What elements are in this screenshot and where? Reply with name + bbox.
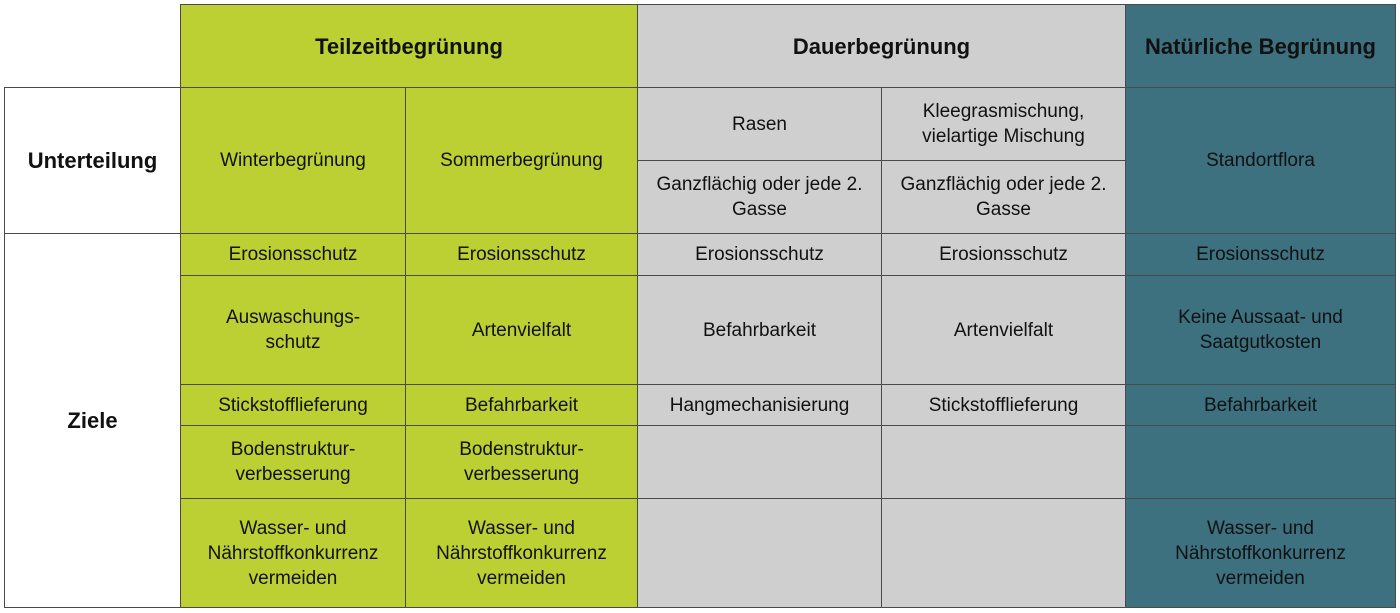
ziel-cell: Erosionsschutz [637, 233, 882, 276]
row-label-ziele: Ziele [4, 233, 181, 608]
row-label-unterteilung: Unterteilung [4, 87, 181, 234]
ziel-cell: Wasser- und Nährstoffkonkurrenz vermeide… [405, 498, 638, 608]
ziel-cell [637, 425, 882, 499]
ziel-cell: Auswaschungs-schutz [180, 275, 406, 385]
ziel-cell: Bodenstruktur-verbesserung [180, 425, 406, 499]
ziel-cell [881, 498, 1126, 608]
header-natuerlich: Natürliche Begrünung [1125, 4, 1396, 88]
ziel-cell: Wasser- und Nährstoffkonkurrenz vermeide… [1125, 498, 1396, 608]
begruenung-table: Teilzeitbegrünung Dauerbegrünung Natürli… [4, 4, 1396, 608]
cell-rasen-sub: Ganzflächig oder jede 2. Gasse [637, 160, 882, 234]
ziel-cell: Befahrbarkeit [1125, 384, 1396, 426]
ziel-cell: Wasser- und Nährstoffkonkurrenz vermeide… [180, 498, 406, 608]
ziel-cell: Befahrbarkeit [405, 384, 638, 426]
ziel-cell: Erosionsschutz [405, 233, 638, 276]
ziel-cell: Artenvielfalt [405, 275, 638, 385]
corner-cell [4, 4, 181, 88]
ziel-cell [1125, 425, 1396, 499]
ziel-cell: Erosionsschutz [180, 233, 406, 276]
header-dauer: Dauerbegrünung [637, 4, 1126, 88]
header-teilzeit: Teilzeitbegrünung [180, 4, 638, 88]
ziel-cell: Bodenstruktur-verbesserung [405, 425, 638, 499]
ziel-cell: Erosionsschutz [1125, 233, 1396, 276]
cell-rasen: Rasen [637, 87, 882, 161]
cell-sommer: Sommerbegrünung [405, 87, 638, 234]
ziel-cell: Stickstofflieferung [180, 384, 406, 426]
cell-klee: Kleegrasmischung, vielartige Mischung [881, 87, 1126, 161]
cell-standortflora: Standortflora [1125, 87, 1396, 234]
ziel-cell: Stickstofflieferung [881, 384, 1126, 426]
ziel-cell: Erosionsschutz [881, 233, 1126, 276]
ziel-cell: Artenvielfalt [881, 275, 1126, 385]
ziel-cell [637, 498, 882, 608]
cell-winter: Winterbegrünung [180, 87, 406, 234]
ziel-cell: Hangmechanisierung [637, 384, 882, 426]
ziel-cell [881, 425, 1126, 499]
cell-klee-sub: Ganzflächig oder jede 2. Gasse [881, 160, 1126, 234]
ziel-cell: Befahrbarkeit [637, 275, 882, 385]
ziel-cell: Keine Aussaat- und Saatgutkosten [1125, 275, 1396, 385]
